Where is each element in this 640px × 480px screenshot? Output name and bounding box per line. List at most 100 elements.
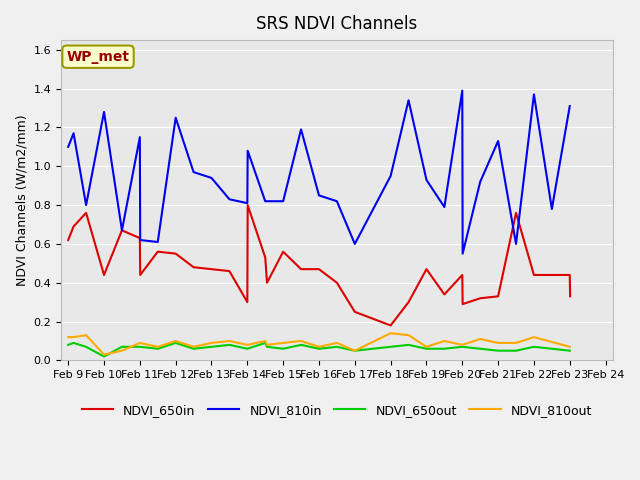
NDVI_810out bbox=[65, 334, 72, 340]
NDVI_650out bbox=[243, 346, 251, 352]
NDVI_650in bbox=[530, 272, 538, 278]
NDVI_650out bbox=[512, 348, 520, 354]
NDVI_650in bbox=[118, 228, 126, 233]
Line: NDVI_650in: NDVI_650in bbox=[68, 205, 570, 325]
NDVI_810in bbox=[225, 196, 233, 202]
NDVI_810in bbox=[422, 177, 430, 183]
NDVI_650in bbox=[566, 272, 573, 278]
NDVI_810out bbox=[440, 338, 448, 344]
NDVI_810in bbox=[70, 131, 77, 136]
NDVI_810out bbox=[494, 340, 502, 346]
NDVI_650out bbox=[207, 344, 215, 350]
NDVI_650in bbox=[263, 280, 271, 286]
NDVI_810out bbox=[154, 344, 161, 350]
NDVI_810out bbox=[100, 352, 108, 358]
NDVI_810in bbox=[387, 173, 394, 179]
NDVI_650out bbox=[530, 344, 538, 350]
NDVI_650out bbox=[70, 340, 77, 346]
NDVI_650in bbox=[315, 266, 323, 272]
NDVI_810in bbox=[458, 88, 466, 94]
NDVI_810in bbox=[136, 237, 144, 243]
NDVI_650out bbox=[263, 344, 271, 350]
NDVI_650out bbox=[422, 346, 430, 352]
NDVI_810out bbox=[207, 340, 215, 346]
NDVI_650in bbox=[387, 323, 394, 328]
Legend: NDVI_650in, NDVI_810in, NDVI_650out, NDVI_810out: NDVI_650in, NDVI_810in, NDVI_650out, NDV… bbox=[77, 399, 597, 421]
NDVI_650out bbox=[279, 346, 287, 352]
NDVI_650in bbox=[136, 235, 144, 241]
NDVI_810in bbox=[83, 202, 90, 208]
NDVI_810in bbox=[154, 239, 161, 245]
NDVI_650in bbox=[70, 224, 77, 229]
NDVI_810out bbox=[136, 340, 144, 346]
NDVI_650in bbox=[333, 280, 340, 286]
NDVI_810in bbox=[404, 97, 412, 103]
NDVI_810out bbox=[297, 338, 305, 344]
NDVI_650in bbox=[351, 309, 358, 315]
NDVI_810in bbox=[333, 198, 340, 204]
NDVI_810in bbox=[243, 200, 251, 206]
Title: SRS NDVI Channels: SRS NDVI Channels bbox=[256, 15, 417, 33]
NDVI_650out bbox=[118, 344, 126, 350]
NDVI_810out bbox=[279, 340, 287, 346]
NDVI_650in bbox=[207, 266, 215, 272]
NDVI_810in bbox=[440, 204, 448, 210]
NDVI_810out bbox=[83, 332, 90, 338]
NDVI_650out bbox=[189, 346, 197, 352]
NDVI_650in bbox=[476, 295, 484, 301]
NDVI_650out bbox=[494, 348, 502, 354]
NDVI_810in bbox=[207, 175, 215, 181]
NDVI_650in bbox=[404, 299, 412, 305]
NDVI_650in bbox=[494, 293, 502, 299]
NDVI_650out bbox=[458, 344, 466, 350]
NDVI_810out bbox=[70, 334, 77, 340]
NDVI_650in bbox=[243, 299, 251, 305]
NDVI_810out bbox=[263, 342, 271, 348]
NDVI_810out bbox=[530, 334, 538, 340]
NDVI_650in bbox=[100, 272, 108, 278]
NDVI_810out bbox=[512, 340, 520, 346]
NDVI_650in bbox=[566, 293, 574, 299]
NDVI_650in bbox=[189, 264, 197, 270]
NDVI_810in bbox=[297, 127, 305, 132]
NDVI_650in bbox=[422, 266, 430, 272]
NDVI_810out bbox=[476, 336, 484, 342]
NDVI_810out bbox=[333, 340, 340, 346]
NDVI_810in bbox=[136, 134, 144, 140]
NDVI_650out bbox=[154, 346, 161, 352]
NDVI_810in bbox=[530, 92, 538, 97]
NDVI_650out bbox=[566, 348, 573, 354]
Line: NDVI_650out: NDVI_650out bbox=[68, 343, 570, 357]
NDVI_810out bbox=[189, 344, 197, 350]
NDVI_810in bbox=[279, 198, 287, 204]
NDVI_650out bbox=[297, 342, 305, 348]
Y-axis label: NDVI Channels (W/m2/mm): NDVI Channels (W/m2/mm) bbox=[15, 114, 28, 286]
NDVI_810in bbox=[548, 206, 556, 212]
NDVI_810out bbox=[422, 344, 430, 350]
NDVI_650out bbox=[65, 342, 72, 348]
NDVI_810out bbox=[566, 344, 573, 350]
NDVI_650out bbox=[333, 344, 340, 350]
NDVI_650in bbox=[244, 202, 252, 208]
NDVI_810in bbox=[315, 192, 323, 198]
NDVI_810out bbox=[118, 348, 126, 354]
NDVI_810out bbox=[458, 342, 466, 348]
NDVI_650out bbox=[100, 354, 108, 360]
NDVI_810in bbox=[261, 198, 269, 204]
NDVI_650in bbox=[225, 268, 233, 274]
NDVI_650in bbox=[65, 237, 72, 243]
NDVI_810in bbox=[100, 109, 108, 115]
NDVI_650out bbox=[225, 342, 233, 348]
NDVI_650out bbox=[476, 346, 484, 352]
NDVI_650out bbox=[351, 348, 358, 354]
NDVI_810in bbox=[244, 148, 252, 154]
NDVI_650out bbox=[261, 340, 269, 346]
NDVI_810in bbox=[351, 241, 358, 247]
NDVI_650out bbox=[136, 344, 144, 350]
NDVI_810in bbox=[494, 138, 502, 144]
NDVI_810in bbox=[459, 251, 467, 256]
NDVI_810out bbox=[225, 338, 233, 344]
NDVI_810out bbox=[172, 338, 179, 344]
NDVI_810in bbox=[118, 228, 126, 233]
NDVI_810out bbox=[315, 344, 323, 350]
